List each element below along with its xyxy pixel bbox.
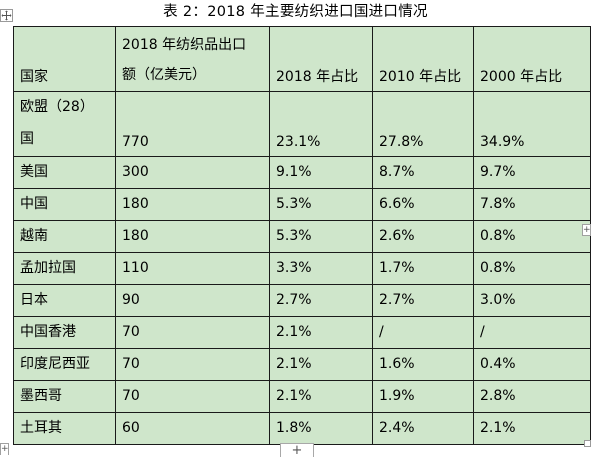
cell-share-2018[interactable]: 5.3% [269, 220, 373, 253]
cell-share-2010[interactable]: / [372, 316, 474, 349]
cell-amount[interactable]: 70 [115, 348, 270, 381]
resize-handle[interactable] [584, 440, 591, 447]
table-row: 中国 180 5.3% 6.6% 7.8% [13, 188, 591, 221]
cell-share-2010[interactable]: 1.9% [372, 380, 474, 413]
cell-share-2018[interactable]: 5.3% [269, 188, 373, 221]
cell-country[interactable]: 美国 [13, 156, 116, 189]
cell-country[interactable]: 日本 [13, 284, 116, 317]
row-insert-marker[interactable]: + [582, 224, 591, 236]
header-share-2000[interactable]: 2000 年占比 [473, 26, 591, 92]
table-row: 墨西哥 70 2.1% 1.9% 2.8% [13, 380, 591, 413]
cell-share-2018[interactable]: 2.1% [269, 316, 373, 349]
table-row: 孟加拉国 110 3.3% 1.7% 0.8% [13, 252, 591, 285]
cell-country[interactable]: 欧盟（28） 国 [13, 91, 116, 157]
cell-amount[interactable]: 300 [115, 156, 270, 189]
cell-country[interactable]: 墨西哥 [13, 380, 116, 413]
header-amount[interactable]: 2018 年纺织品出口 额（亿美元） [115, 26, 270, 92]
table-row: 中国香港 70 2.1% / / [13, 316, 591, 349]
cell-share-2010[interactable]: 6.6% [372, 188, 474, 221]
cell-share-2000[interactable]: 9.7% [473, 156, 591, 189]
table-row: 印度尼西亚 70 2.1% 1.6% 0.4% [13, 348, 591, 381]
header-share-2010[interactable]: 2010 年占比 [372, 26, 474, 92]
cell-share-2018[interactable]: 9.1% [269, 156, 373, 189]
cell-share-2010[interactable]: 2.6% [372, 220, 474, 253]
cell-share-2018[interactable]: 3.3% [269, 252, 373, 285]
table-row: 日本 90 2.7% 2.7% 3.0% [13, 284, 591, 317]
cell-share-2000[interactable]: 3.0% [473, 284, 591, 317]
table-row: 美国 300 9.1% 8.7% 9.7% [13, 156, 591, 189]
cell-share-2018[interactable]: 23.1% [269, 91, 373, 157]
cell-country-line1: 欧盟（28） [20, 99, 94, 115]
cell-amount[interactable]: 60 [115, 412, 270, 445]
cell-amount[interactable]: 70 [115, 316, 270, 349]
table-row: 欧盟（28） 国 770 23.1% 27.8% 34.9% [13, 91, 591, 157]
table-row: 越南 180 5.3% 2.6% 0.8% [13, 220, 591, 253]
cell-share-2010[interactable]: 1.7% [372, 252, 474, 285]
cell-share-2018[interactable]: 2.1% [269, 380, 373, 413]
cell-country[interactable]: 孟加拉国 [13, 252, 116, 285]
cell-share-2018[interactable]: 2.1% [269, 348, 373, 381]
cell-share-2000[interactable]: 2.8% [473, 380, 591, 413]
cell-amount[interactable]: 770 [115, 91, 270, 157]
cell-share-2000[interactable]: / [473, 316, 591, 349]
cell-amount[interactable]: 90 [115, 284, 270, 317]
cell-share-2010[interactable]: 8.7% [372, 156, 474, 189]
table-caption: 表 2：2018 年主要纺织进口国进口情况 [163, 4, 428, 20]
cell-share-2000[interactable]: 0.8% [473, 220, 591, 253]
cell-amount[interactable]: 110 [115, 252, 270, 285]
cell-share-2000[interactable]: 0.4% [473, 348, 591, 381]
cell-country-line2: 国 [20, 131, 34, 147]
cell-country[interactable]: 印度尼西亚 [13, 348, 116, 381]
cell-share-2000[interactable]: 0.8% [473, 252, 591, 285]
cell-share-2010[interactable]: 27.8% [372, 91, 474, 157]
header-amount-line2: 额（亿美元） [122, 67, 206, 83]
cell-share-2000[interactable]: 34.9% [473, 91, 591, 157]
cell-share-2018[interactable]: 2.7% [269, 284, 373, 317]
cell-amount[interactable]: 180 [115, 220, 270, 253]
add-row-button[interactable]: + [280, 443, 314, 457]
header-row: 国家 2018 年纺织品出口 额（亿美元） 2018 年占比 2010 年占比 … [13, 26, 591, 92]
cell-country[interactable]: 中国 [13, 188, 116, 221]
header-country[interactable]: 国家 [13, 26, 116, 92]
cell-share-2018[interactable]: 1.8% [269, 412, 373, 445]
header-share-2018[interactable]: 2018 年占比 [269, 26, 373, 92]
cell-country[interactable]: 越南 [13, 220, 116, 253]
row-insert-marker[interactable]: + [0, 443, 9, 455]
move-icon[interactable] [0, 9, 13, 22]
cell-share-2000[interactable]: 2.1% [473, 412, 591, 445]
table-row: 土耳其 60 1.8% 2.4% 2.1% [13, 412, 591, 445]
cell-country[interactable]: 土耳其 [13, 412, 116, 445]
cell-country[interactable]: 中国香港 [13, 316, 116, 349]
cell-share-2010[interactable]: 2.4% [372, 412, 474, 445]
cell-share-2000[interactable]: 7.8% [473, 188, 591, 221]
cell-share-2010[interactable]: 1.6% [372, 348, 474, 381]
data-table: 国家 2018 年纺织品出口 额（亿美元） 2018 年占比 2010 年占比 … [13, 26, 591, 445]
header-amount-line1: 2018 年纺织品出口 [122, 37, 247, 53]
cell-amount[interactable]: 180 [115, 188, 270, 221]
cell-share-2010[interactable]: 2.7% [372, 284, 474, 317]
cell-amount[interactable]: 70 [115, 380, 270, 413]
